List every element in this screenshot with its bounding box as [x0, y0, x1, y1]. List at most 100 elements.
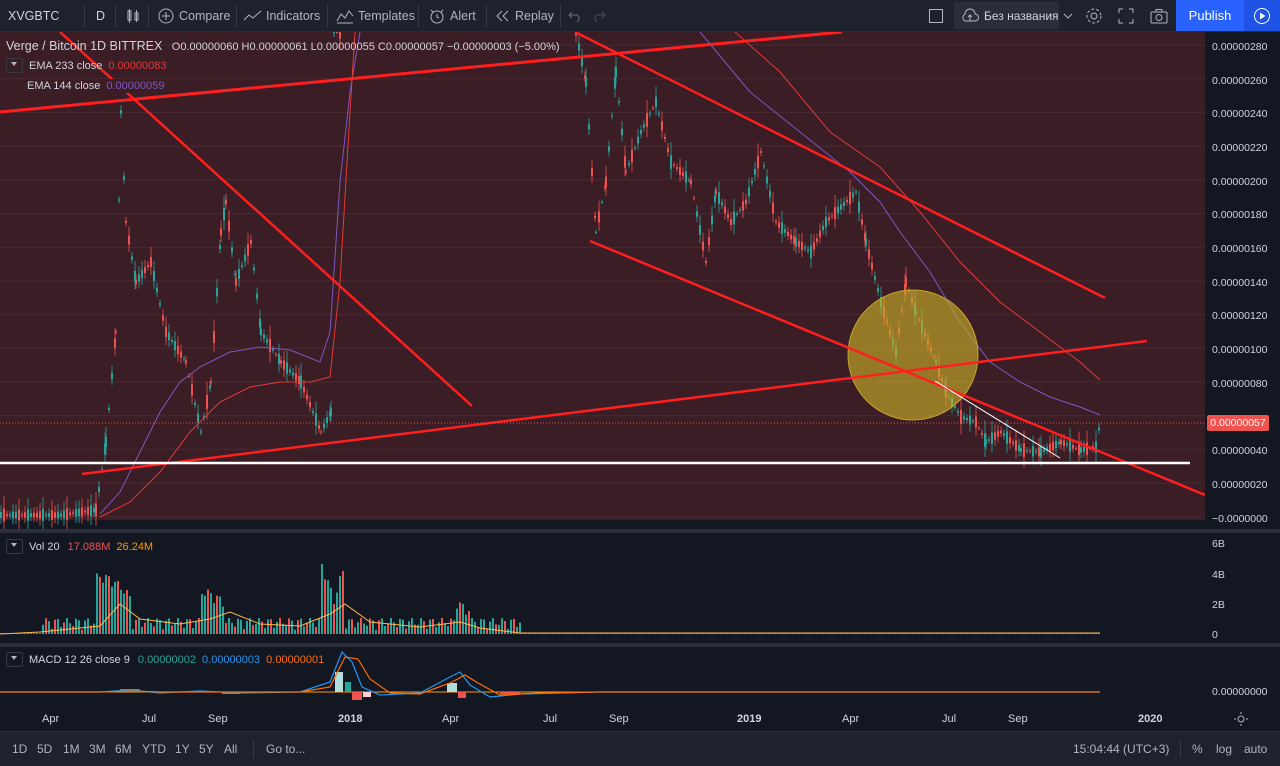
pane-divider-macd[interactable] [0, 643, 1280, 647]
time-axis-label: Jul [142, 713, 157, 725]
volume-bar [468, 611, 470, 634]
last-price-tag: 0.00000057 [1207, 415, 1269, 431]
indicators-button[interactable]: Indicators [243, 0, 320, 31]
settings-button[interactable] [1085, 0, 1103, 31]
ema-144-legend[interactable]: EMA 144 close 0.00000059 [24, 79, 168, 93]
chart-style-button[interactable] [125, 0, 141, 31]
range-button-ytd[interactable]: YTD [142, 732, 166, 766]
range-label: All [224, 742, 238, 756]
volume-bar [492, 618, 494, 634]
volume-bar [321, 563, 323, 634]
clock-display[interactable]: 15:04:44 (UTC+3) [1073, 732, 1169, 766]
alarm-clock-icon [430, 9, 444, 23]
volume-bar [246, 620, 248, 634]
volume-bar [327, 580, 329, 634]
volume-bar [510, 619, 512, 634]
range-button-5y[interactable]: 5Y [199, 732, 214, 766]
interval-button[interactable]: D [96, 0, 105, 31]
volume-bar [192, 627, 194, 634]
volume-axis-0: 0 [1212, 629, 1218, 641]
percent-scale-button[interactable]: % [1192, 732, 1203, 766]
redo-button[interactable] [592, 0, 606, 31]
fullscreen-toggle-button[interactable] [928, 0, 944, 31]
interval-label: D [96, 8, 106, 23]
publish-menu-button[interactable] [1244, 0, 1280, 31]
volume-bar [261, 621, 263, 634]
volume-bar [369, 618, 371, 634]
top-toolbar: XVGBTC D Compare Indicators Templates Al… [0, 0, 1280, 32]
volume-bar [447, 625, 449, 634]
volume-bar [267, 619, 269, 634]
volume-bar [402, 619, 404, 634]
layout-menu-button[interactable] [1063, 0, 1073, 31]
range-label: 5D [37, 742, 53, 756]
layout-name-button[interactable]: Без названия [954, 2, 1059, 29]
play-circle-icon [1254, 7, 1270, 24]
range-button-all[interactable]: All [224, 732, 237, 766]
volume-bar [114, 581, 116, 634]
volume-bar [405, 628, 407, 634]
log-label: log [1216, 742, 1233, 756]
trendline-upper-wedge [0, 32, 843, 114]
goto-label: Go to... [266, 742, 306, 756]
goto-button[interactable]: Go to... [266, 732, 305, 766]
volume-bar [66, 618, 68, 634]
range-label: 3M [89, 742, 106, 756]
main-chart-canvas[interactable] [0, 32, 1205, 732]
time-axis-label: Apr [842, 713, 860, 725]
volume-bar [378, 620, 380, 634]
compare-button[interactable]: Compare [157, 0, 230, 31]
templates-button[interactable]: Templates [336, 0, 415, 31]
undo-button[interactable] [568, 0, 582, 31]
collapse-volume-button[interactable] [6, 539, 23, 554]
volume-bar [384, 625, 386, 634]
publish-button[interactable]: Publish [1176, 0, 1244, 31]
volume-bar [408, 621, 410, 634]
volume-bar [141, 626, 143, 634]
volume-chart[interactable] [0, 534, 1205, 644]
macd-chart[interactable] [0, 647, 1205, 709]
price-axis-label: 0.00000200 [1212, 176, 1268, 188]
macd-legend[interactable]: MACD 12 26 close 9 0.00000002 0.00000003… [6, 652, 324, 667]
volume-bar [417, 624, 419, 634]
volume-bar [342, 570, 344, 634]
volume-bar [429, 619, 431, 634]
volume-bar [183, 627, 185, 634]
range-button-1d[interactable]: 1D [12, 732, 27, 766]
volume-bar [462, 603, 464, 634]
candles-icon [127, 8, 139, 23]
ema-144-line [99, 32, 361, 515]
maximize-button[interactable] [1118, 0, 1134, 31]
price-axis[interactable] [1205, 32, 1280, 708]
volume-bar [441, 618, 443, 634]
time-axis-settings-button[interactable] [1234, 712, 1248, 729]
collapse-legend-button[interactable] [6, 58, 23, 73]
price-axis-label: 0.00000020 [1212, 479, 1268, 491]
redo-icon [594, 11, 606, 22]
range-button-3m[interactable]: 3M [89, 732, 106, 766]
price-axis-label: 0.00000140 [1212, 277, 1268, 289]
alert-button[interactable]: Alert [428, 0, 476, 31]
range-button-1y[interactable]: 1Y [175, 732, 190, 766]
time-axis-label: Sep [1008, 713, 1028, 725]
volume-bar [477, 627, 479, 634]
volume-bar [249, 618, 251, 634]
range-button-1m[interactable]: 1M [63, 732, 80, 766]
volume-bar [108, 576, 110, 634]
range-button-5d[interactable]: 5D [37, 732, 52, 766]
symbol-search[interactable]: XVGBTC [8, 0, 59, 31]
log-scale-button[interactable]: log [1216, 732, 1232, 766]
volume-bar [516, 626, 518, 634]
indicators-label: Indicators [266, 8, 321, 23]
volume-bar [150, 622, 152, 634]
snapshot-button[interactable] [1150, 0, 1168, 31]
volume-bar [300, 618, 302, 634]
volume-legend[interactable]: Vol 20 17.088M 26.24M [6, 539, 153, 554]
auto-scale-button[interactable]: auto [1244, 732, 1267, 766]
replay-button[interactable]: Replay [495, 0, 554, 31]
volume-bar [210, 593, 212, 634]
pane-divider-volume[interactable] [0, 529, 1280, 533]
ema-233-legend[interactable]: EMA 233 close 0.00000083 [6, 58, 167, 73]
range-button-6m[interactable]: 6M [115, 732, 132, 766]
collapse-macd-button[interactable] [6, 652, 23, 667]
